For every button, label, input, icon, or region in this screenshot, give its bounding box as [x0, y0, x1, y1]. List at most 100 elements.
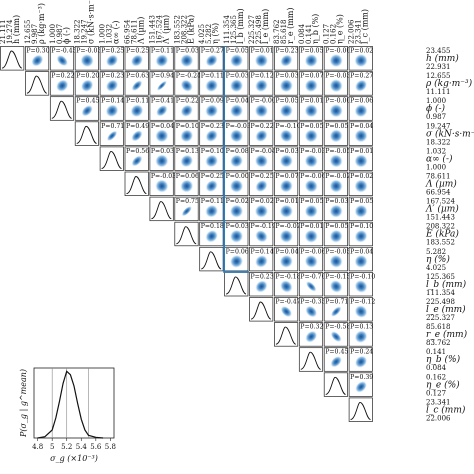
marginal-density-curve [225, 276, 247, 295]
correlation-label: P=0.10 [201, 148, 224, 155]
cell-3-13: P=0.05 [323, 121, 348, 146]
cell-10-10 [249, 297, 274, 322]
range-min-label: 151.443 [426, 214, 455, 222]
density-blob [330, 355, 343, 368]
density-blob [329, 254, 344, 269]
density-blob [305, 330, 318, 343]
correlation-label: P=0.03 [275, 73, 298, 80]
param-label: E (kPa) [425, 229, 459, 240]
correlation-label: P=0.02 [350, 48, 373, 55]
density-blob [229, 128, 244, 143]
cell-7-14: P=0.10 [348, 221, 373, 247]
density-blob [354, 229, 368, 243]
cell-frame [323, 372, 348, 397]
cell-7-9: P=0.03 [224, 221, 249, 247]
cell-0-14: P=0.02 [348, 46, 373, 71]
y-axis-label: P(σ_g | g^mean) [19, 369, 28, 438]
density-blob [229, 254, 244, 269]
cell-1-11: P=0.03 [274, 71, 299, 96]
correlation-label: P=0.11 [151, 48, 174, 55]
correlation-label: P=0.23 [251, 273, 274, 280]
marginal-density-curve [76, 125, 97, 144]
range-max-label: 23.455 [426, 47, 451, 55]
correlation-label: P=0.04 [151, 123, 174, 130]
cell-2-7: P=0.22 [174, 96, 199, 121]
param-label: r_e (mm) [426, 329, 468, 340]
cell-3-8: P=0.23 [199, 121, 224, 146]
range-min-label: 22.006 [426, 414, 451, 422]
marginal-density-curve [275, 326, 296, 345]
range-min-label: 0.084 [426, 364, 447, 372]
density-blob [354, 204, 368, 219]
cell-3-11: P=-0.10 [274, 121, 301, 146]
cell-9-13: P=-0.15 [323, 272, 350, 297]
param-label: Λ (µm) [425, 179, 457, 190]
cell-6-8: P=0.11 [199, 196, 224, 222]
correlation-label: P=0.10 [350, 223, 373, 230]
density-blob [279, 229, 294, 244]
correlation-label: P=0.13 [176, 148, 199, 155]
range-max-label: 1.032 [426, 147, 446, 155]
correlation-label: P=0.03 [151, 148, 174, 155]
correlation-label: P=0.22 [251, 123, 274, 130]
correlation-label: P=-0.24 [176, 73, 201, 80]
cell-5-14: P=0.02 [348, 171, 373, 196]
density-blob [180, 104, 194, 118]
cell-7-12: P=0.01 [298, 221, 323, 247]
marginal-density-curve [126, 176, 147, 195]
correlation-label: P=0.25 [101, 48, 124, 55]
correlation-label: P=-0.10 [275, 123, 300, 130]
top-label-text: η_e (%) [336, 14, 345, 44]
correlation-label: P=0.07 [275, 173, 298, 180]
x-tick-label: 5.8 [105, 443, 116, 451]
density-blob [279, 279, 293, 293]
density-blob [255, 179, 268, 193]
cell-0-13: P=-0.00 [323, 46, 350, 71]
density-blob [304, 254, 319, 269]
density-blob [229, 154, 244, 168]
cell-1-9: P=0.03 [224, 71, 249, 96]
correlation-label: P=-0.12 [350, 299, 375, 306]
range-min-label: 18.322 [426, 138, 451, 146]
density-blob [255, 280, 268, 293]
range-min-label: 83.762 [426, 339, 451, 347]
density-blob [154, 154, 169, 168]
correlation-label: P=0.11 [201, 73, 224, 80]
cell-6-14: P=0.05 [348, 196, 373, 222]
cell-3-9: P=-0.03 [224, 121, 251, 146]
top-label-text: 225.498 [255, 15, 263, 44]
density-blob [180, 129, 194, 143]
cell-6-11: P=0.01 [274, 196, 299, 222]
cell-2-2 [49, 96, 75, 121]
cell-4-14: P=0.01 [348, 146, 373, 171]
correlation-label: P=0.22 [176, 98, 199, 105]
cell-0-8: P=0.27 [199, 46, 224, 71]
cell-5-7: P=0.06 [174, 171, 199, 196]
cell-7-13: P=0.05 [323, 221, 348, 247]
correlation-label: P=0.23 [101, 73, 124, 80]
cell-0-0 [0, 46, 25, 71]
cell-13-14: P=0.39 [348, 372, 373, 397]
top-label-text: 0.141 [305, 24, 313, 44]
correlation-label: P=0.03 [176, 48, 199, 55]
cell-14-14 [348, 397, 373, 422]
cell-5-10: P=0.25 [249, 171, 274, 196]
density-blob [105, 54, 119, 67]
correlation-label: P=0.11 [126, 98, 149, 105]
correlation-label: P=-0.03 [151, 173, 176, 180]
correlation-label: P=0.25 [126, 48, 149, 55]
cell-5-13: P=-0.02 [323, 171, 350, 196]
cell-8-11: P=0.04 [274, 246, 299, 272]
density-blob [354, 380, 368, 393]
cell-1-1 [25, 71, 50, 96]
cell-2-11: P=0.05 [274, 96, 299, 121]
param-label: ϕ (-) [426, 103, 446, 114]
